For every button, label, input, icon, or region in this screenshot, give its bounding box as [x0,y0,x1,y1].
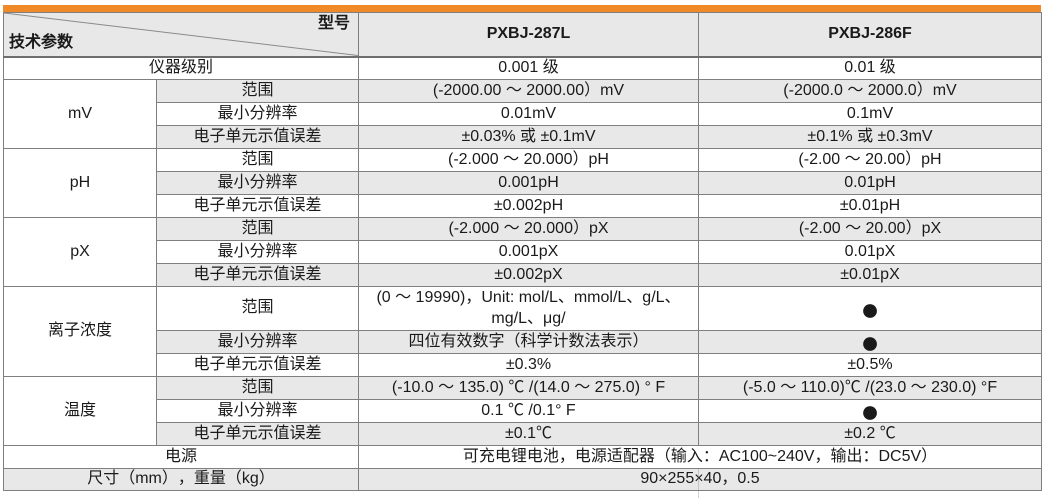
param-label: 电子单元示值误差 [156,422,359,446]
param-label: 范围 [156,79,359,103]
param-label: 最小分辨率 [156,171,359,195]
header-row: 型号 技术参数 PXBJ-287L PXBJ-286F [3,12,1042,58]
value-cell: (-5.0 ～ 110.0)℃ /(23.0 ～ 230.0) °F [698,376,1042,400]
value-cell: 四位有效数字（科学计数法表示） [358,330,699,354]
row-instrument-grade: 仪器级别 0.001 级 0.01 级 [3,56,1042,80]
corner-header-cell: 型号 技术参数 [3,12,359,58]
value-cell: ±0.1℃ [358,422,699,446]
param-label: 范围 [156,217,359,241]
row-mv-error: 电子单元示值误差 ±0.03% 或 ±0.1mV ±0.1% 或 ±0.3mV [3,125,1042,149]
value-cell: 0.1 ℃ /0.1° F [358,399,699,423]
group-label-px: pX [3,217,157,287]
value-cell: 0.01mV [358,102,699,126]
param-label: 范围 [156,376,359,400]
row-ph-error: 电子单元示值误差 ±0.002pH ±0.01pH [3,194,1042,218]
value-cell: ±0.3% [358,353,699,377]
value-cell: 0.01 级 [698,56,1042,80]
param-label: 电子单元示值误差 [156,125,359,149]
value-cell: 0.1mV [698,102,1042,126]
row-ion-range: 离子浓度 范围 (0 ～ 19990)，Unit: mol/L、mmol/L、g… [3,286,1042,377]
group-label-temperature: 温度 [3,376,157,446]
value-cell: (-2.000 ～ 20.000）pX [358,217,699,241]
value-cell: ● [698,330,1042,354]
value-cell: ±0.002pX [358,263,699,287]
param-label: 尺寸（mm），重量（kg） [3,468,359,491]
value-cell: ±0.01pX [698,263,1042,287]
value-cell: 0.001pX [358,240,699,264]
value-cell: ● [698,399,1042,423]
param-label: 最小分辨率 [156,240,359,264]
value-cell: (0 ～ 19990)，Unit: mol/L、mmol/L、g/L、mg/L、… [358,286,699,331]
value-cell: 0.001pH [358,171,699,195]
param-label: 电子单元示值误差 [156,263,359,287]
value-cell: ● [698,286,1042,331]
value-cell: ±0.1% 或 ±0.3mV [698,125,1042,149]
row-dimensions-weight: 尺寸（mm），重量（kg） 90×255×40，0.5 [3,468,1042,491]
value-cell: (-10.0 ～ 135.0) ℃ /(14.0 ～ 275.0) ° F [358,376,699,400]
group-label-ph: pH [3,148,157,218]
group-label-mv: mV [3,79,157,149]
value-cell: ±0.2 ℃ [698,422,1042,446]
value-cell: ±0.01pH [698,194,1042,218]
value-cell: (-2.000 ～ 20.000）pH [358,148,699,172]
group-label-ion-concentration: 离子浓度 [3,286,157,377]
value-cell: 0.001 级 [358,56,699,80]
value-cell: (-2000.0 ～ 2000.0）mV [698,79,1042,103]
param-label: 仪器级别 [3,56,359,80]
value-cell: ±0.5% [698,353,1042,377]
row-temp-range: 温度 范围 (-10.0 ～ 135.0) ℃ /(14.0 ～ 275.0) … [3,376,1042,446]
param-label: 最小分辨率 [156,102,359,126]
value-cell: ±0.002pH [358,194,699,218]
row-mv-resolution: 最小分辨率 0.01mV 0.1mV [3,102,1042,126]
param-label: 电子单元示值误差 [156,353,359,377]
model-header-label: 型号 [317,15,350,32]
value-cell: 90×255×40，0.5 [358,468,1042,491]
value-cell: (-2.00 ～ 20.00）pX [698,217,1042,241]
row-px-resolution: 最小分辨率 0.001pX 0.01pX [3,240,1042,264]
param-label: 最小分辨率 [156,399,359,423]
row-temp-error: 电子单元示值误差 ±0.1℃ ±0.2 ℃ [3,422,1042,446]
model-header-pxbj-287l: PXBJ-287L [358,12,699,58]
row-ion-error: 电子单元示值误差 ±0.3% ±0.5% [3,353,1042,377]
row-ion-resolution: 最小分辨率 四位有效数字（科学计数法表示） ● [3,330,1042,354]
row-temp-resolution: 最小分辨率 0.1 ℃ /0.1° F ● [3,399,1042,423]
row-px-error: 电子单元示值误差 ±0.002pX ±0.01pX [3,263,1042,287]
param-label: 电子单元示值误差 [156,194,359,218]
row-px-range: pX 范围 (-2.000 ～ 20.000）pX (-2.00 ～ 20.00… [3,217,1042,287]
param-label: 电源 [3,445,359,469]
tech-params-label: 技术参数 [9,34,74,52]
row-mv-range: mV 范围 (-2000.00 ～ 2000.00）mV (-2000.0 ～ … [3,79,1042,149]
row-ph-range: pH 范围 (-2.000 ～ 20.000）pH (-2.00 ～ 20.00… [3,148,1042,218]
accent-bar [3,5,1041,12]
row-power: 电源 可充电锂电池，电源适配器（输入：AC100~240V，输出：DC5V） [3,445,1042,469]
value-cell: (-2000.00 ～ 2000.00）mV [358,79,699,103]
model-header-pxbj-286f: PXBJ-286F [698,12,1042,58]
value-cell: 0.01pX [698,240,1042,264]
value-cell: ±0.03% 或 ±0.1mV [358,125,699,149]
spec-table: 型号 技术参数 PXBJ-287L PXBJ-286F 仪器级别 0.001 级… [3,12,1042,491]
value-cell: 可充电锂电池，电源适配器（输入：AC100~240V，输出：DC5V） [358,445,1042,469]
row-ph-resolution: 最小分辨率 0.001pH 0.01pH [3,171,1042,195]
value-cell: 0.01pH [698,171,1042,195]
param-label: 范围 [156,286,359,331]
diagonal-divider [4,13,358,56]
value-cell: (-2.00 ～ 20.00）pH [698,148,1042,172]
param-label: 范围 [156,148,359,172]
param-label: 最小分辨率 [156,330,359,354]
